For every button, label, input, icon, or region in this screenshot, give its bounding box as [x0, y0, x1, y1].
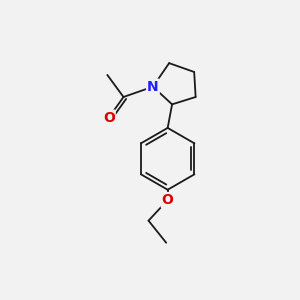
Text: O: O	[103, 111, 115, 124]
Text: N: N	[147, 80, 159, 94]
Text: O: O	[162, 193, 174, 207]
